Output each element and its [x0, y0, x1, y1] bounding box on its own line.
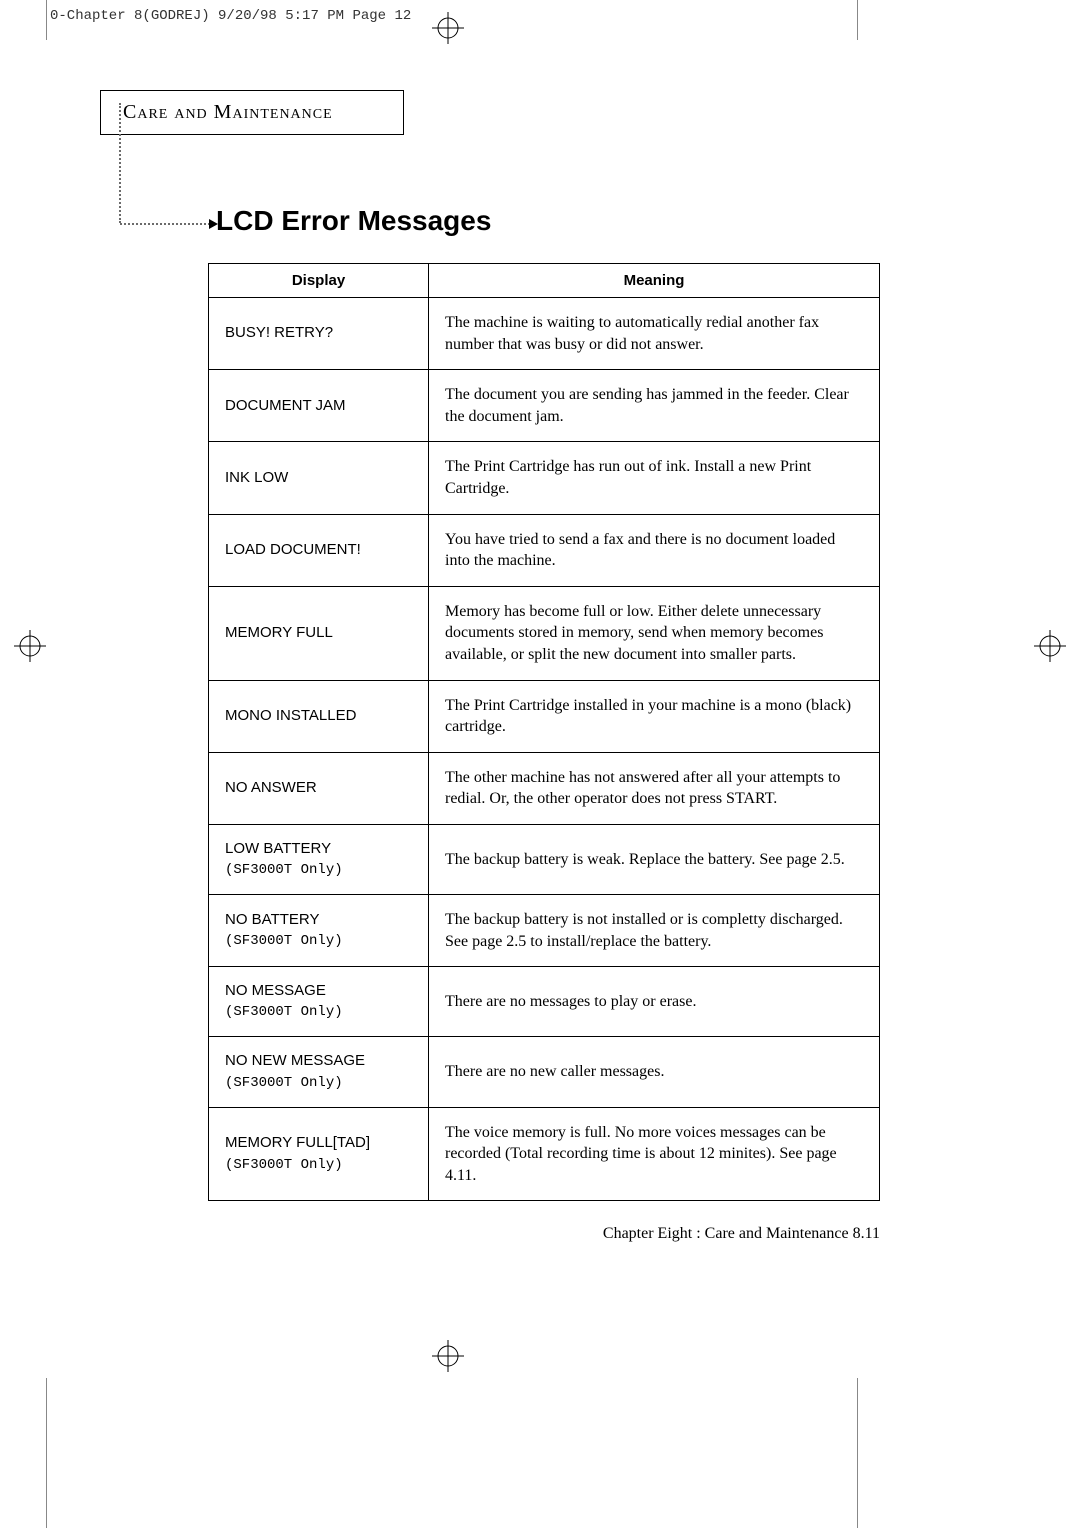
error-messages-table: Display Meaning BUSY! RETRY? The machine …: [208, 263, 880, 1201]
display-sublabel: (SF3000T Only): [225, 1074, 412, 1093]
meaning-cell: The Print Cartridge installed in your ma…: [429, 680, 880, 752]
registration-mark-icon: [14, 630, 46, 662]
crop-mark: [46, 0, 47, 40]
print-proof-header: 0-Chapter 8(GODREJ) 9/20/98 5:17 PM Page…: [50, 8, 411, 24]
display-cell: MONO INSTALLED: [209, 680, 429, 752]
section-title: LCD Error Messages: [216, 205, 491, 237]
footer-page-number: 8.11: [853, 1225, 880, 1242]
page-footer: Chapter Eight : Care and Maintenance 8.1…: [208, 1225, 880, 1243]
table-row: MONO INSTALLED The Print Cartridge instal…: [209, 680, 880, 752]
display-cell: INK LOW: [209, 442, 429, 514]
meaning-cell: The backup battery is not installed or i…: [429, 895, 880, 967]
table-row: DOCUMENT JAM The document you are sending…: [209, 370, 880, 442]
display-code: LOAD DOCUMENT!: [225, 540, 412, 560]
display-code: MEMORY FULL[TAD]: [225, 1133, 412, 1153]
table-row: NO ANSWER The other machine has not answe…: [209, 752, 880, 824]
footer-label: Chapter Eight : Care and Maintenance: [603, 1225, 849, 1242]
table-row: NO BATTERY (SF3000T Only) The backup batte…: [209, 895, 880, 967]
display-cell: BUSY! RETRY?: [209, 298, 429, 370]
table-row: NO NEW MESSAGE (SF3000T Only) There are no…: [209, 1037, 880, 1107]
meaning-cell: Memory has become full or low. Either de…: [429, 586, 880, 680]
display-cell: NO MESSAGE (SF3000T Only): [209, 967, 429, 1037]
display-code: MEMORY FULL: [225, 623, 412, 643]
table-row: LOAD DOCUMENT! You have tried to send a f…: [209, 514, 880, 586]
registration-mark-icon: [1034, 630, 1066, 662]
col-header-meaning: Meaning: [429, 264, 880, 298]
meaning-cell: The machine is waiting to automatically …: [429, 298, 880, 370]
meaning-cell: The document you are sending has jammed …: [429, 370, 880, 442]
crop-mark: [857, 0, 858, 40]
col-header-display: Display: [209, 264, 429, 298]
meaning-cell: The Print Cartridge has run out of ink. …: [429, 442, 880, 514]
display-code: LOW BATTERY: [225, 839, 412, 859]
crop-mark: [857, 1378, 858, 1528]
table-header-row: Display Meaning: [209, 264, 880, 298]
display-cell: MEMORY FULL[TAD] (SF3000T Only): [209, 1107, 429, 1201]
display-cell: LOW BATTERY (SF3000T Only): [209, 824, 429, 894]
display-code: NO BATTERY: [225, 910, 412, 930]
display-cell: LOAD DOCUMENT!: [209, 514, 429, 586]
meaning-cell: There are no messages to play or erase.: [429, 967, 880, 1037]
display-code: NO MESSAGE: [225, 981, 412, 1001]
registration-mark-icon: [432, 12, 464, 44]
table-row: INK LOW The Print Cartridge has run out o…: [209, 442, 880, 514]
registration-mark-icon: [432, 1340, 464, 1372]
meaning-cell: You have tried to send a fax and there i…: [429, 514, 880, 586]
table-row: MEMORY FULL[TAD] (SF3000T Only) The voice …: [209, 1107, 880, 1201]
display-cell: MEMORY FULL: [209, 586, 429, 680]
display-cell: NO BATTERY (SF3000T Only): [209, 895, 429, 967]
crop-mark: [46, 1378, 47, 1528]
table-row: LOW BATTERY (SF3000T Only) The backup batt…: [209, 824, 880, 894]
display-code: NO ANSWER: [225, 778, 412, 798]
display-code: MONO INSTALLED: [225, 706, 412, 726]
table-row: NO MESSAGE (SF3000T Only) There are no mes…: [209, 967, 880, 1037]
display-sublabel: (SF3000T Only): [225, 1156, 412, 1175]
meaning-cell: The backup battery is weak. Replace the …: [429, 824, 880, 894]
meaning-cell: There are no new caller messages.: [429, 1037, 880, 1107]
meaning-cell: The voice memory is full. No more voices…: [429, 1107, 880, 1201]
display-code: NO NEW MESSAGE: [225, 1051, 412, 1071]
display-code: DOCUMENT JAM: [225, 396, 412, 416]
chapter-tab: Care and Maintenance: [100, 90, 404, 135]
table-row: BUSY! RETRY? The machine is waiting to au…: [209, 298, 880, 370]
display-sublabel: (SF3000T Only): [225, 932, 412, 951]
table-row: MEMORY FULL Memory has become full or low…: [209, 586, 880, 680]
display-sublabel: (SF3000T Only): [225, 861, 412, 880]
section-heading-row: LCD Error Messages: [120, 205, 860, 237]
display-cell: DOCUMENT JAM: [209, 370, 429, 442]
display-code: INK LOW: [225, 468, 412, 488]
display-cell: NO NEW MESSAGE (SF3000T Only): [209, 1037, 429, 1107]
display-code: BUSY! RETRY?: [225, 323, 412, 343]
page-content: Care and Maintenance LCD Error Messages …: [100, 90, 860, 1243]
meaning-cell: The other machine has not answered after…: [429, 752, 880, 824]
dotted-leader-arrow-icon: [120, 223, 210, 225]
display-cell: NO ANSWER: [209, 752, 429, 824]
display-sublabel: (SF3000T Only): [225, 1003, 412, 1022]
